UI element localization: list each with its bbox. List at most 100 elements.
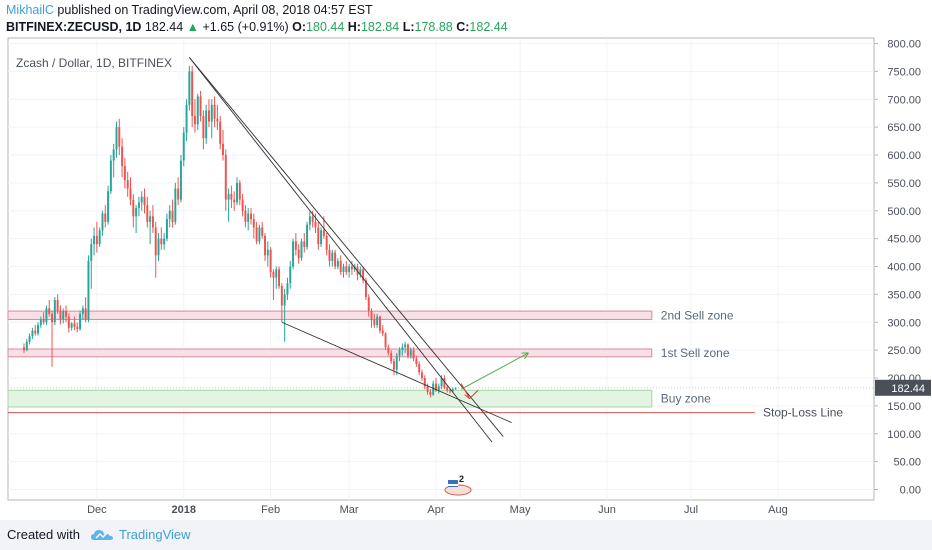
author-link[interactable]: MikhailC xyxy=(6,3,54,17)
candle-body xyxy=(275,269,278,278)
x-tick-label: Aug xyxy=(768,504,788,516)
candle-body xyxy=(31,330,34,337)
candle-body xyxy=(90,244,93,261)
x-tick-label: Jul xyxy=(684,504,698,516)
tradingview-link[interactable]: TradingView xyxy=(119,527,191,542)
candle-body xyxy=(412,350,415,359)
candle-body xyxy=(342,266,345,273)
last-price: 182.44 xyxy=(144,20,184,34)
candle-body xyxy=(264,235,267,256)
candle-body xyxy=(440,378,443,387)
candle-body xyxy=(179,160,182,200)
candle-body xyxy=(81,308,84,314)
y-tick-label: 450.00 xyxy=(887,234,921,246)
candle-body xyxy=(48,308,51,314)
candle-body xyxy=(93,235,96,245)
candle-body xyxy=(317,227,320,245)
time-axis[interactable]: Dec 2018 Feb Mar Apr May Jun Jul Aug xyxy=(87,504,788,516)
red-arrow-head xyxy=(464,394,470,400)
candle-body xyxy=(210,104,213,122)
red-arrow-head xyxy=(469,389,479,399)
candle-body xyxy=(423,378,426,387)
open-label: O: xyxy=(292,20,307,34)
x-tick-label: Apr xyxy=(427,504,444,516)
trendline xyxy=(189,57,504,437)
y-tick-label: 700.00 xyxy=(887,94,921,106)
candle-body xyxy=(168,210,171,220)
candle-body xyxy=(165,219,168,239)
candle-body xyxy=(446,387,449,391)
x-tick-label: May xyxy=(510,504,531,516)
candle-body xyxy=(123,166,126,181)
candle-body xyxy=(59,311,62,320)
candle-body xyxy=(390,352,393,362)
candle-body xyxy=(236,182,238,203)
zone-rect xyxy=(7,348,653,358)
candle-body xyxy=(157,238,160,256)
candle-body xyxy=(384,333,387,348)
candle-body xyxy=(70,323,73,328)
candle-body xyxy=(261,227,264,236)
candle-body xyxy=(213,104,216,119)
events-flag-icon[interactable]: 2 xyxy=(444,474,472,496)
publish-header: MikhailC published on TradingView.com, A… xyxy=(6,2,373,19)
candle-body xyxy=(28,336,31,342)
y-tick-label: 350.00 xyxy=(887,289,921,301)
candle-body xyxy=(378,316,381,331)
low-value: 178.88 xyxy=(414,20,453,34)
candle-body xyxy=(449,390,451,392)
candle-body xyxy=(320,230,323,245)
candle-body xyxy=(56,299,59,312)
candle-body xyxy=(381,330,384,334)
last-price-badge-bg xyxy=(875,379,931,396)
candle-body xyxy=(196,96,199,125)
candle-body xyxy=(107,191,110,222)
candle-body xyxy=(177,188,180,200)
y-tick-label: 650.00 xyxy=(887,122,921,134)
candle-body xyxy=(174,188,177,222)
chart-pane[interactable] xyxy=(7,37,875,501)
candle-body xyxy=(322,230,325,236)
change-value: +1.65 (+0.91%) xyxy=(202,20,289,34)
tradingview-cloud-icon xyxy=(91,530,113,540)
green-arrow-head xyxy=(524,352,529,359)
y-tick-label: 500.00 xyxy=(887,206,921,218)
candle-body xyxy=(109,160,112,192)
zone-rect xyxy=(7,310,653,320)
candle-body xyxy=(406,344,409,356)
high-label: H: xyxy=(347,20,361,34)
candle-body xyxy=(437,386,440,391)
candle-body xyxy=(409,350,412,356)
grid-lines xyxy=(8,38,874,500)
candle-body xyxy=(300,241,303,259)
price-axis[interactable]: 800.00 750.00 700.00 650.00 600.00 550.00 500.… xyxy=(874,39,921,497)
candle-body xyxy=(98,230,101,245)
candle-body xyxy=(334,252,337,267)
candle-body xyxy=(255,227,258,242)
candle-body xyxy=(401,347,404,351)
red-projection-arrow xyxy=(460,383,471,399)
candle-body xyxy=(146,205,149,222)
stop-loss-label: Stop-Loss Line xyxy=(763,406,843,420)
candle-body xyxy=(373,319,376,326)
candle-body xyxy=(362,269,365,281)
y-tick-label: 600.00 xyxy=(887,150,921,162)
symbol-label: BITFINEX:ZECUSD, 1D xyxy=(6,20,142,34)
chart-title: Zcash / Dollar, 1D, BITFINEX xyxy=(16,56,172,70)
candle-body xyxy=(76,326,79,329)
candle-body xyxy=(387,347,390,353)
candle-body xyxy=(325,235,328,250)
candle-body xyxy=(207,110,210,122)
candle-body xyxy=(426,386,429,392)
candle-body xyxy=(266,249,269,256)
candle-body xyxy=(193,115,196,125)
candle-body xyxy=(415,358,418,365)
candle-body xyxy=(233,199,236,203)
candle-body xyxy=(25,341,28,351)
svg-text:2: 2 xyxy=(459,474,464,484)
x-tick-label: Dec xyxy=(87,504,107,516)
candle-body xyxy=(230,194,233,200)
price-chart[interactable]: 2nd Sell zone 1st Sell zone Buy zone Stop-L… xyxy=(0,0,932,520)
x-tick-label: 2018 xyxy=(172,504,196,516)
candle-body xyxy=(118,127,121,147)
